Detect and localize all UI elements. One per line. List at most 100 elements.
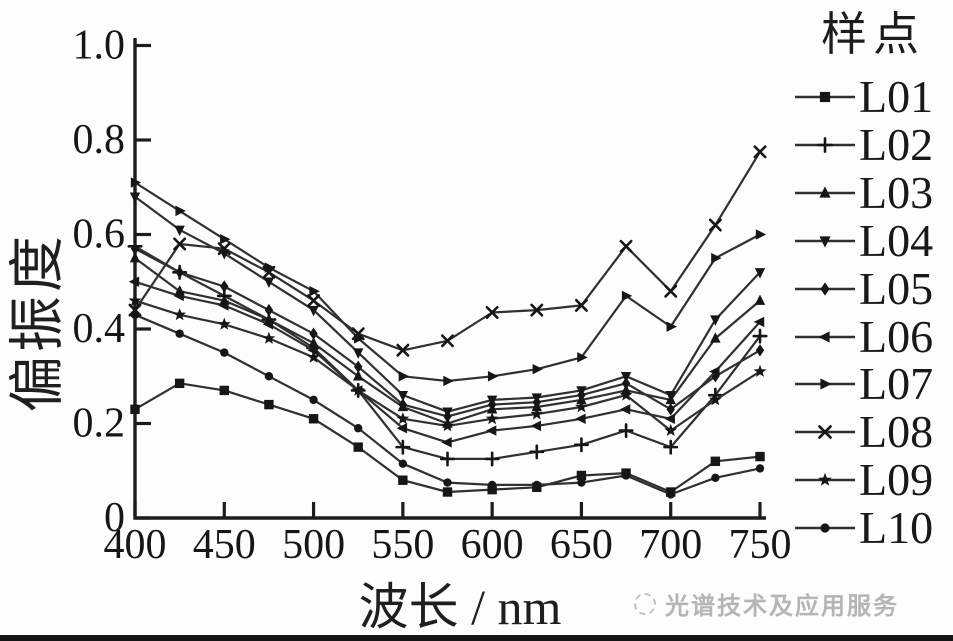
marker-circle [755,464,765,473]
marker-star [396,412,410,425]
marker-plus [817,136,833,153]
marker-triangle-left [530,420,541,432]
marker-star [128,293,142,307]
marker-square [264,399,274,410]
marker-circle [264,372,274,381]
marker-circle [820,523,830,533]
marker-circle [354,424,363,433]
marker-triangle-left [619,404,631,415]
series-line-L08 [134,151,761,352]
marker-diamond [621,377,631,390]
legend-item-label: L04 [859,214,934,266]
watermark-logo-icon [634,592,656,615]
x-tick-label: 400 [104,522,167,568]
marker-diamond [755,344,765,357]
marker-diamond [354,360,363,373]
marker-plus [573,437,589,453]
marker-triangle-right [621,290,633,302]
marker-x [530,303,544,317]
marker-plus [395,439,411,455]
marker-star [217,317,231,330]
legend-item-L04: L04 [793,217,933,265]
legend-item-L08: L08 [793,408,933,456]
marker-star [575,400,588,413]
marker-triangle-up [308,336,319,348]
marker-triangle-down [665,390,676,402]
legend-marker-triangle-left-icon [795,330,855,343]
marker-diamond [577,388,586,402]
marker-triangle-right [309,286,320,297]
marker-x [173,237,187,251]
marker-triangle-right [398,371,410,382]
marker-circle [621,471,631,480]
marker-diamond [820,281,830,296]
marker-circle [532,480,541,490]
marker-diamond [264,303,274,317]
marker-triangle-left [307,345,318,356]
marker-triangle-right [130,177,142,188]
marker-triangle-right [487,371,499,382]
marker-plus [663,439,679,455]
marker-triangle-down [353,348,364,359]
marker-square [442,487,453,497]
marker-circle [577,478,586,487]
marker-plus [484,451,500,467]
marker-diamond [398,398,408,411]
marker-diamond [130,242,140,255]
y-tick-label: 0.4 [73,306,126,352]
legend-item-L02: L02 [793,121,933,169]
marker-x [753,145,767,159]
marker-triangle-left [173,290,184,302]
marker-triangle-right [820,378,832,390]
legend-marker-triangle-up-icon [795,186,855,198]
legend-marker-square-icon [795,91,855,103]
marker-star [664,423,678,436]
marker-diamond [487,398,497,411]
y-tick-label: 1.0 [73,23,126,69]
marker-star [307,350,320,363]
marker-triangle-left [709,366,720,377]
marker-star [485,412,499,425]
y-axis-title: 偏振度 [7,232,70,412]
marker-triangle-left [262,319,274,330]
marker-plus [752,328,768,344]
marker-triangle-left [818,330,830,343]
legend-item-label: L03 [859,166,934,218]
marker-square [398,475,408,485]
marker-circle [666,490,675,499]
marker-square [576,470,587,481]
marker-square [487,484,497,495]
legend-marker-triangle-down-icon [795,236,855,248]
marker-triangle-left [664,413,675,424]
marker-circle [443,478,452,487]
marker-square [174,378,185,389]
x-tick-label: 600 [461,522,524,568]
legend-item-label: L10 [859,502,934,554]
legend-item-L10: L10 [793,504,933,552]
x-tick-label: 700 [639,522,702,568]
legend-item-label: L08 [859,406,934,458]
marker-triangle-right [755,229,767,240]
y-tick-label: 0 [104,495,125,541]
marker-triangle-left [485,425,497,436]
marker-star [351,383,365,396]
marker-triangle-left [128,276,140,287]
legend-marker-circle-icon [795,523,855,533]
marker-diamond [532,396,541,409]
marker-triangle-down [754,268,766,279]
marker-square [755,451,765,462]
legend-item-label: L07 [859,358,934,410]
legend-item-label: L09 [859,454,934,506]
marker-triangle-down [819,236,831,248]
legend-item-L05: L05 [793,265,933,313]
marker-x [574,298,588,312]
marker-circle [398,459,408,468]
x-tick-label: 450 [193,522,256,568]
x-axis-title: 波长 / nm [358,579,562,635]
x-tick-label: 650 [550,522,613,568]
marker-diamond [443,410,452,423]
marker-triangle-right [711,252,722,264]
marker-x [441,334,454,348]
marker-star [173,308,186,321]
marker-triangle-down [397,390,409,402]
